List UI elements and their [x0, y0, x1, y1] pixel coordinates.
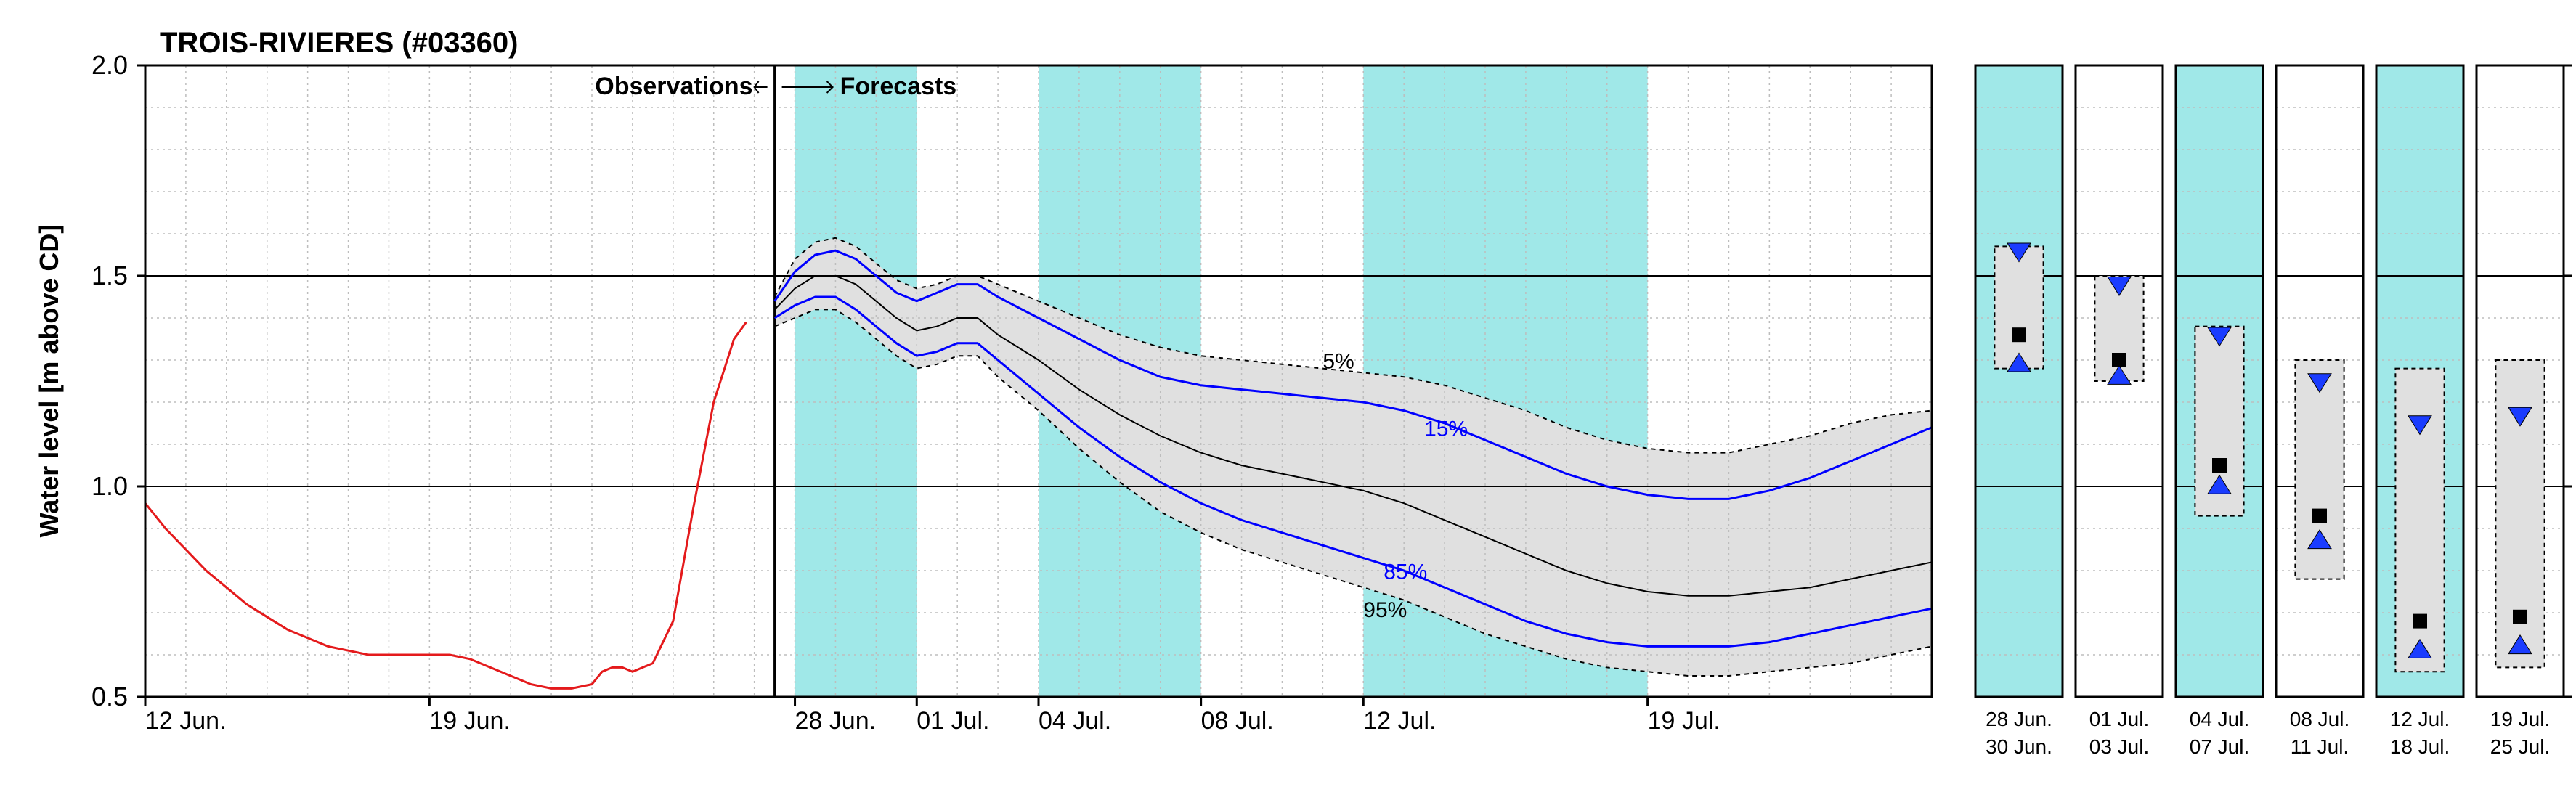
percentile-label: 85% [1384, 560, 1427, 584]
x-tick-label: 19 Jul. [1648, 707, 1720, 735]
panel-bottom-label: 30 Jun. [1986, 735, 2052, 758]
x-tick-label: 28 Jun. [795, 707, 877, 735]
x-tick-label: 08 Jul. [1201, 707, 1274, 735]
percentile-label: 95% [1363, 598, 1407, 622]
forecasts-label: Forecasts [840, 73, 957, 100]
panel-top-label: 19 Jul. [2490, 708, 2551, 730]
observations-label: Observations [595, 73, 752, 100]
x-tick-label: 04 Jul. [1039, 707, 1111, 735]
panel-bottom-label: 11 Jul. [2291, 735, 2349, 758]
percentile-label: 5% [1322, 350, 1354, 374]
y-tick-label: 2.0 [92, 50, 128, 80]
percentile-label: 15% [1424, 417, 1468, 441]
y-tick-label: 0.5 [92, 682, 128, 711]
x-tick-label: 12 Jun. [145, 707, 227, 735]
panel-top-label: 04 Jul. [2190, 708, 2250, 730]
y-tick-label: 1.5 [92, 261, 128, 290]
y-axis-label: Water level [m above CD] [34, 225, 64, 538]
panel-bottom-label: 03 Jul. [2089, 735, 2150, 758]
x-tick-label: 12 Jul. [1363, 707, 1436, 735]
panel-top-label: 28 Jun. [1986, 708, 2052, 730]
chart-container: TROIS-RIVIERES (#03360) 0.5 1.0 1.5 2.0 Water… [15, 15, 2576, 785]
x-tick-label: 19 Jun. [429, 707, 511, 735]
panel-top-label: 12 Jul. [2390, 708, 2450, 730]
chart-title: TROIS-RIVIERES (#03360) [160, 27, 519, 59]
panel-top-label: 01 Jul. [2089, 708, 2150, 730]
panel-bottom-label: 18 Jul. [2390, 735, 2450, 758]
x-tick-label: 01 Jul. [917, 707, 989, 735]
panel-top-label: 08 Jul. [2290, 708, 2350, 730]
chart-svg: TROIS-RIVIERES (#03360) 0.5 1.0 1.5 2.0 Water… [15, 15, 2576, 785]
y-tick-label: 1.0 [92, 471, 128, 501]
panel-bottom-label: 07 Jul. [2190, 735, 2250, 758]
panel-bottom-label: 25 Jul. [2490, 735, 2551, 758]
